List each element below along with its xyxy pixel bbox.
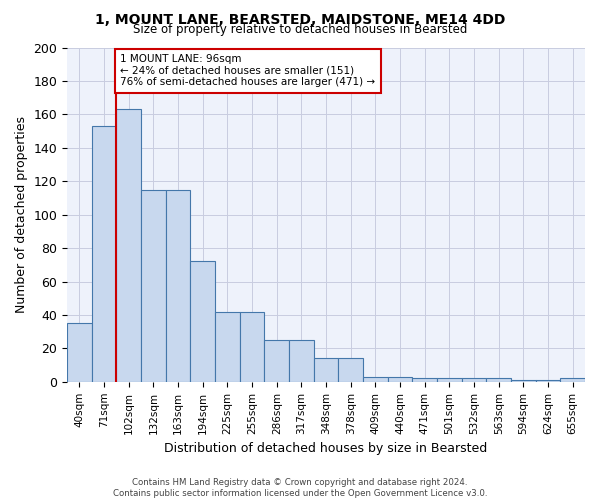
Bar	[536, 380, 560, 382]
Bar	[67, 324, 92, 382]
Bar	[116, 110, 141, 382]
Bar	[338, 358, 363, 382]
Bar	[437, 378, 462, 382]
Text: Size of property relative to detached houses in Bearsted: Size of property relative to detached ho…	[133, 22, 467, 36]
Bar	[166, 190, 190, 382]
Bar	[363, 377, 388, 382]
Bar	[141, 190, 166, 382]
Bar	[240, 312, 265, 382]
Text: 1 MOUNT LANE: 96sqm
← 24% of detached houses are smaller (151)
76% of semi-detac: 1 MOUNT LANE: 96sqm ← 24% of detached ho…	[120, 54, 375, 88]
X-axis label: Distribution of detached houses by size in Bearsted: Distribution of detached houses by size …	[164, 442, 488, 455]
Bar	[560, 378, 585, 382]
Bar	[265, 340, 289, 382]
Y-axis label: Number of detached properties: Number of detached properties	[15, 116, 28, 313]
Text: 1, MOUNT LANE, BEARSTED, MAIDSTONE, ME14 4DD: 1, MOUNT LANE, BEARSTED, MAIDSTONE, ME14…	[95, 12, 505, 26]
Bar	[289, 340, 314, 382]
Bar	[215, 312, 240, 382]
Bar	[314, 358, 338, 382]
Text: Contains HM Land Registry data © Crown copyright and database right 2024.
Contai: Contains HM Land Registry data © Crown c…	[113, 478, 487, 498]
Bar	[388, 377, 412, 382]
Bar	[462, 378, 487, 382]
Bar	[487, 378, 511, 382]
Bar	[190, 262, 215, 382]
Bar	[511, 380, 536, 382]
Bar	[412, 378, 437, 382]
Bar	[92, 126, 116, 382]
